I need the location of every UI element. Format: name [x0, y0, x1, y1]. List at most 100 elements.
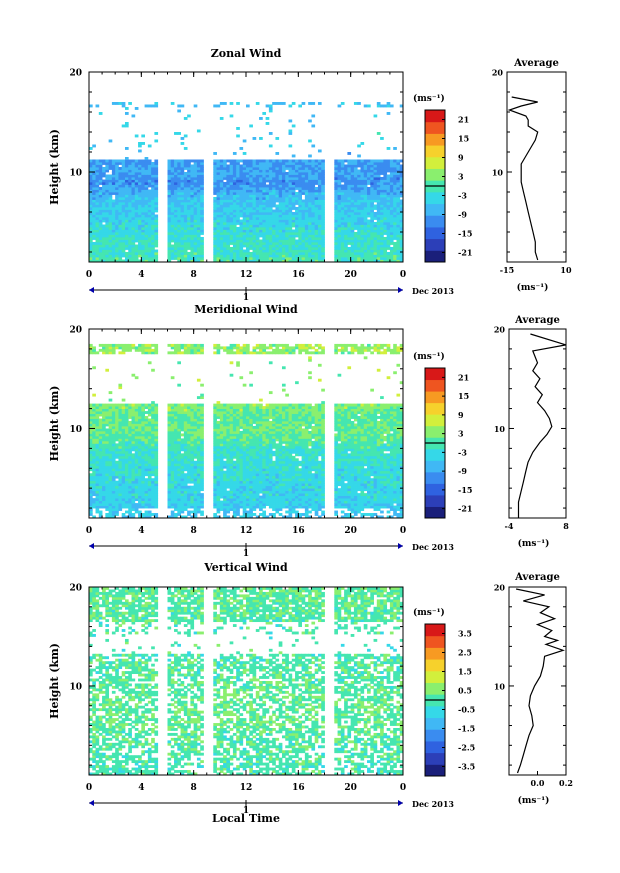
- heatmap-cell: [285, 247, 289, 250]
- heatmap-cell: [393, 257, 397, 260]
- heatmap-cell: [134, 217, 139, 220]
- heatmap-cell: [275, 257, 280, 260]
- heatmap-cell: [301, 257, 306, 260]
- heatmap-cell: [239, 247, 244, 250]
- heatmap-cell: [92, 207, 96, 210]
- heatmap-cell: [213, 179, 217, 183]
- heatmap-cell: [154, 460, 159, 464]
- heatmap-cell: [92, 184, 96, 188]
- heatmap-cell: [111, 468, 116, 472]
- heatmap-cell: [167, 470, 172, 474]
- heatmap-cell: [262, 234, 267, 238]
- heatmap-cell: [167, 174, 172, 178]
- heatmap-cell: [98, 182, 103, 185]
- heatmap-cell: [259, 174, 263, 178]
- heatmap-cell: [141, 222, 145, 225]
- heatmap-cell: [278, 237, 283, 240]
- heatmap-cell: [317, 212, 322, 215]
- heatmap-cell: [141, 463, 145, 467]
- heatmap-cell: [89, 500, 93, 504]
- heatmap-cell: [311, 114, 316, 118]
- heatmap-cell: [167, 448, 172, 452]
- heatmap-cell: [275, 152, 280, 155]
- heatmap-cell: [89, 197, 93, 200]
- heatmap-cell: [111, 460, 116, 464]
- heatmap-cell: [118, 209, 123, 213]
- heatmap-cell: [138, 348, 142, 352]
- heatmap-cell: [360, 232, 365, 235]
- heatmap-cell: [167, 172, 172, 175]
- heatmap-cell: [242, 237, 247, 240]
- heatmap-cell: [281, 192, 286, 195]
- heatmap-cell: [95, 169, 100, 173]
- heatmap-cell: [147, 194, 152, 198]
- heatmap-cell: [229, 169, 234, 173]
- heatmap-cell: [304, 217, 309, 220]
- heatmap-cell: [105, 438, 110, 442]
- heatmap-cell: [115, 189, 119, 193]
- heatmap-cell: [360, 177, 365, 180]
- heatmap-cell: [255, 159, 260, 163]
- heatmap-cell: [344, 209, 348, 213]
- heatmap-cell: [229, 204, 234, 208]
- heatmap-cell: [118, 207, 123, 210]
- heatmap-cell: [367, 199, 371, 203]
- heatmap-cell: [187, 234, 191, 238]
- heatmap-cell: [134, 510, 139, 514]
- heatmap-cell: [128, 513, 132, 516]
- heatmap-cell: [259, 207, 263, 210]
- heatmap-cell: [249, 247, 253, 250]
- heatmap-cell: [229, 232, 234, 235]
- heatmap-cell: [92, 515, 96, 519]
- heatmap-cell: [308, 202, 312, 205]
- heatmap-cell: [308, 167, 312, 170]
- heatmap-cell: [337, 197, 342, 200]
- heatmap-cell: [115, 510, 119, 514]
- heatmap-cell: [370, 212, 374, 215]
- heatmap-cell: [383, 242, 388, 245]
- heatmap-cell: [131, 435, 136, 439]
- heatmap-cell: [151, 169, 155, 173]
- heatmap-cell: [213, 214, 217, 218]
- heatmap-cell: [265, 227, 270, 230]
- heatmap-cell: [174, 247, 178, 250]
- heatmap-cell: [134, 239, 139, 243]
- heatmap-cell: [291, 257, 296, 260]
- heatmap-cell: [108, 445, 113, 449]
- heatmap-cell: [242, 254, 247, 258]
- heatmap-cell: [170, 229, 175, 233]
- heatmap-cell: [102, 179, 106, 183]
- heatmap-cell: [223, 247, 227, 250]
- heatmap-cell: [370, 244, 374, 248]
- heatmap-cell: [138, 179, 142, 183]
- heatmap-cell: [200, 172, 204, 175]
- heatmap-cell: [268, 197, 273, 200]
- heatmap-cell: [187, 179, 191, 183]
- heatmap-cell: [144, 247, 149, 250]
- heatmap-cell: [350, 159, 355, 163]
- heatmap-cell: [367, 162, 371, 165]
- heatmap-cell: [108, 252, 113, 255]
- heatmap-cell: [386, 162, 391, 165]
- heatmap-cell: [236, 252, 240, 255]
- heatmap-cell: [144, 234, 149, 238]
- heatmap-cell: [321, 214, 325, 218]
- heatmap-cell: [170, 214, 175, 218]
- heatmap-cell: [380, 212, 384, 215]
- heatmap-cell: [259, 259, 263, 263]
- heatmap-cell: [229, 254, 234, 258]
- heatmap-cell: [321, 197, 325, 200]
- heatmap-cell: [108, 204, 113, 208]
- heatmap-cell: [272, 167, 276, 170]
- heatmap-cell: [301, 169, 306, 173]
- heatmap-cell: [151, 214, 155, 218]
- heatmap-cell: [147, 423, 152, 427]
- heatmap-cell: [317, 164, 322, 168]
- heatmap-cell: [216, 192, 221, 195]
- heatmap-cell: [174, 217, 178, 220]
- heatmap-cell: [373, 159, 378, 163]
- heatmap-cell: [92, 247, 96, 250]
- heatmap-cell: [213, 224, 217, 228]
- heatmap-cell: [128, 453, 132, 457]
- heatmap-cell: [111, 495, 116, 499]
